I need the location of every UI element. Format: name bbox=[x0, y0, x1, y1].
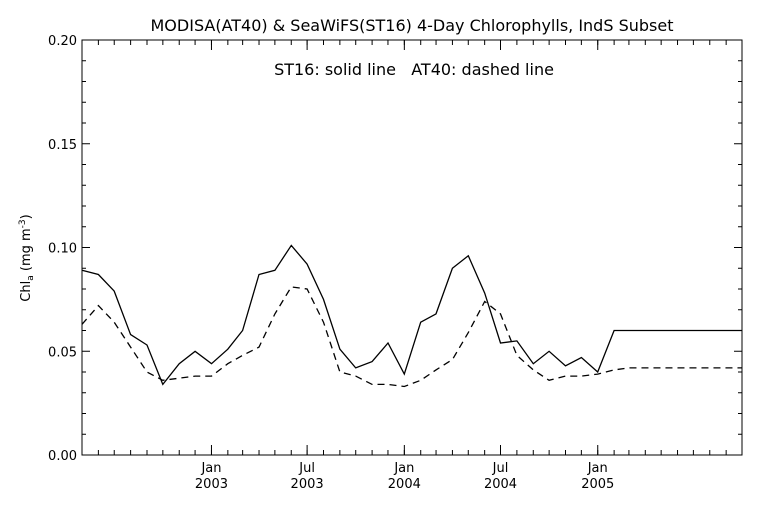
x-tick-year-2: 2004 bbox=[388, 477, 421, 492]
x-tick-month-3: Jul bbox=[492, 461, 509, 476]
series-line-solid bbox=[81, 244, 742, 386]
y-label-units-open: (mg m bbox=[19, 228, 34, 275]
y-label-subscript: a bbox=[26, 275, 36, 281]
x-tick-month-0: Jan bbox=[200, 461, 221, 476]
legend-annotation: ST16: solid line AT40: dashed line bbox=[274, 60, 554, 79]
x-tick-year-0: 2003 bbox=[195, 477, 228, 492]
series-line-dashed bbox=[81, 286, 742, 388]
x-tick-month-2: Jan bbox=[393, 461, 414, 476]
y-label-base: Chl bbox=[19, 281, 34, 302]
chart-title: MODISA(AT40) & SeaWiFS(ST16) 4-Day Chlor… bbox=[151, 16, 674, 35]
x-tick-year-4: 2005 bbox=[581, 477, 614, 492]
y-axis-label: Chla (mg m-3) bbox=[18, 214, 36, 301]
y-tick-label-2: 0.10 bbox=[48, 242, 77, 257]
series-group bbox=[81, 244, 742, 388]
y-tick-label-3: 0.15 bbox=[48, 138, 77, 153]
y-tick-label-4: 0.20 bbox=[48, 34, 77, 49]
x-tick-year-3: 2004 bbox=[484, 477, 517, 492]
x-tick-year-1: 2003 bbox=[291, 477, 324, 492]
axes-group: 0.000.050.100.150.20Jan2003Jul2003Jan200… bbox=[48, 34, 742, 492]
y-label-superscript: -3 bbox=[18, 219, 28, 228]
y-tick-label-1: 0.05 bbox=[48, 345, 77, 360]
y-tick-label-0: 0.00 bbox=[48, 449, 77, 464]
plot-frame bbox=[81, 39, 743, 456]
y-label-units-close: ) bbox=[19, 214, 34, 219]
x-tick-month-4: Jan bbox=[587, 461, 608, 476]
x-tick-month-1: Jul bbox=[298, 461, 315, 476]
